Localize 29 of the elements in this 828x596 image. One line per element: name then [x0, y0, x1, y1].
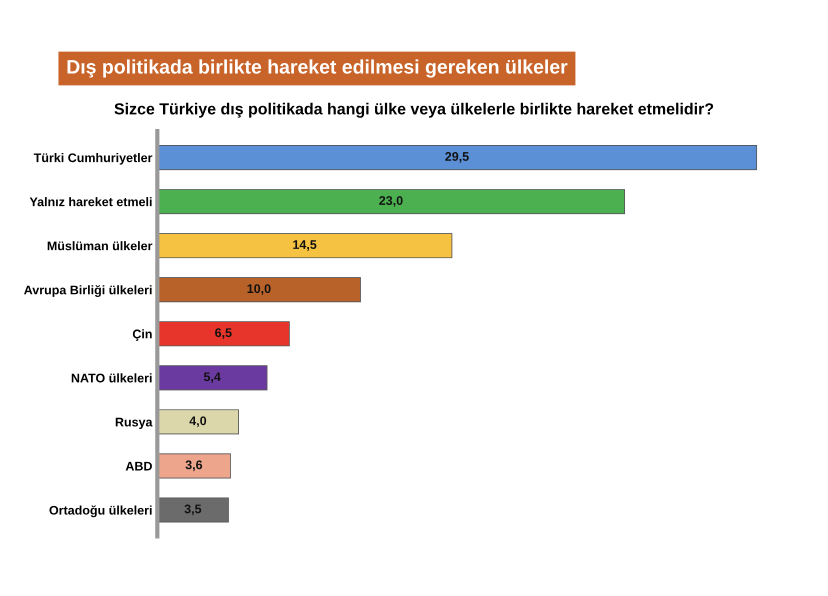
y-tick-label: NATO ülkeleri — [72, 373, 152, 382]
y-tick-label: Çin — [132, 329, 152, 341]
y-tick-label: Rusya — [116, 418, 153, 429]
chart-title: Dış politikada birlikte hareket edilmesi gereken ülkeler — [68, 59, 568, 78]
y-tick-label: ABD — [126, 462, 152, 470]
data-label: 5,4 — [204, 372, 221, 383]
data-label: 6,5 — [215, 328, 232, 339]
bar — [157, 277, 361, 302]
data-label: 29,5 — [445, 152, 469, 163]
bar — [157, 233, 452, 258]
bar — [157, 497, 229, 523]
chart-subtitle: Sizce Türkiye dış politikada hangi ülke veya ülkelerle birlikte hareket etmelidir? — [114, 102, 714, 118]
bar — [157, 453, 231, 478]
y-tick-label: Yalnız hareket etmeli — [30, 197, 152, 206]
data-label: 14,5 — [293, 240, 316, 251]
y-tick-label: Türki Cumhuriyetler — [34, 153, 152, 165]
bar — [157, 189, 625, 214]
y-tick-label: Müslüman ülkeler — [48, 241, 152, 250]
data-label: 4,0 — [189, 416, 206, 428]
y-tick-label: Ortadoğu ülkeleri — [49, 505, 152, 518]
bar — [157, 145, 758, 170]
bar — [157, 321, 290, 346]
data-label: 3,5 — [184, 504, 202, 516]
data-label: 10,0 — [248, 284, 271, 295]
y-tick-label: Avrupa Birliği ülkeleri — [24, 285, 152, 297]
data-label: 23,0 — [379, 196, 403, 207]
bar — [157, 365, 268, 390]
data-label: 3,6 — [185, 460, 202, 472]
bar — [157, 409, 240, 434]
